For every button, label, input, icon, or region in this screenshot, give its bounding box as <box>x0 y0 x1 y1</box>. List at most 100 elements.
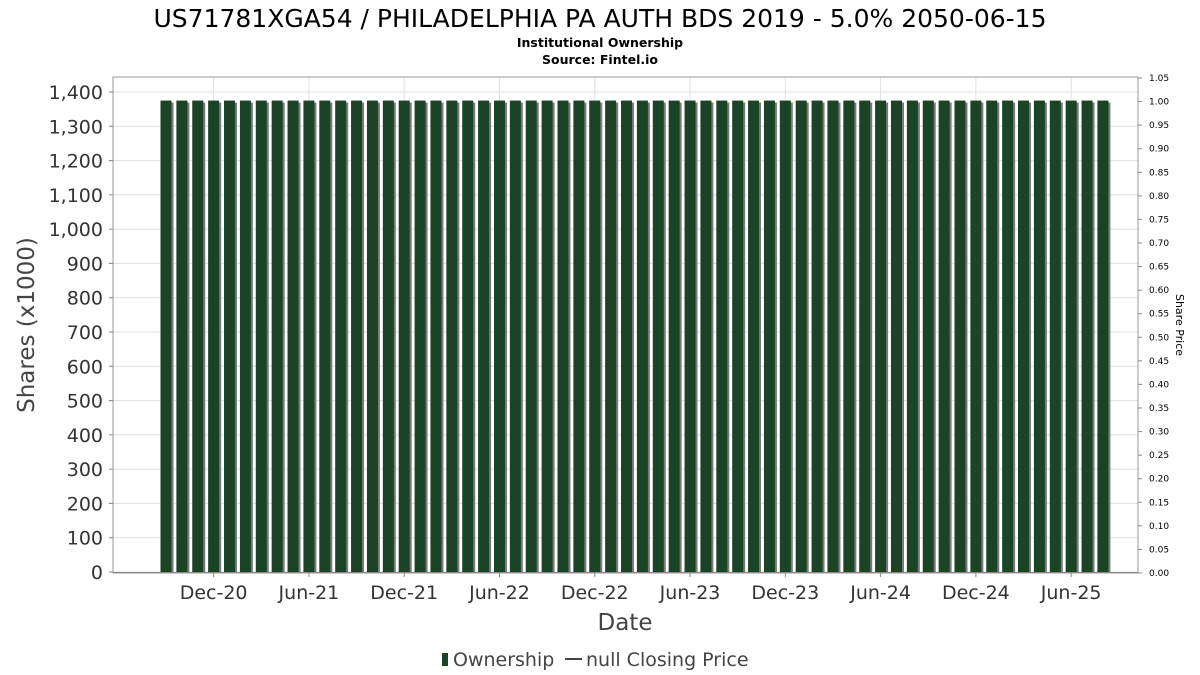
bar <box>366 100 378 573</box>
y-tick-label: 100 <box>67 528 103 550</box>
bar <box>668 100 680 573</box>
y2-tick-label: 0.30 <box>1149 428 1169 438</box>
bar <box>1081 100 1093 573</box>
legend-price-label: null Closing Price <box>586 649 749 671</box>
bar <box>192 100 204 573</box>
y-tick-label: 300 <box>67 459 103 481</box>
y-tick-label: 800 <box>67 288 103 310</box>
bar <box>319 100 331 573</box>
bar <box>239 100 251 573</box>
y2-tick-label: 0.50 <box>1149 333 1169 343</box>
y2-tick-label: 0.65 <box>1149 263 1169 273</box>
bar <box>827 100 839 573</box>
x-tick-label: Jun-24 <box>849 582 911 604</box>
y2-tick-label: 1.05 <box>1149 74 1169 84</box>
bar <box>160 100 172 573</box>
bar <box>541 100 553 573</box>
bar <box>1049 100 1061 573</box>
y2-tick-label: 0.25 <box>1149 451 1169 461</box>
bar <box>255 100 267 573</box>
y2-tick-label: 0.90 <box>1149 145 1169 155</box>
x-tick-label: Dec-24 <box>942 582 1010 604</box>
y2-tick-label: 0.20 <box>1149 475 1169 485</box>
bar <box>446 100 458 573</box>
x-tick-label: Jun-25 <box>1040 582 1102 604</box>
y2-tick-label: 0.05 <box>1149 545 1169 555</box>
x-tick-label: Jun-21 <box>278 582 340 604</box>
chart-source: Source: Fintel.io <box>542 52 658 67</box>
y2-tick-label: 0.45 <box>1149 357 1169 367</box>
x-tick-label: Dec-21 <box>370 582 438 604</box>
bar <box>779 100 791 573</box>
bar <box>335 100 347 573</box>
y-tick-label: 400 <box>67 425 103 447</box>
bar <box>605 100 617 573</box>
y2-tick-label: 0.55 <box>1149 310 1169 320</box>
x-tick-label: Dec-23 <box>751 582 819 604</box>
bar <box>1002 100 1014 573</box>
y2-tick-label: 0.95 <box>1149 121 1169 131</box>
bar <box>748 100 760 573</box>
bar <box>398 100 410 573</box>
y-tick-label: 200 <box>67 493 103 515</box>
bar <box>811 100 823 573</box>
right-axis-ticks: 0.00 0.05 0.10 0.15 0.20 0.25 0.30 0.35 0.40 0.45… <box>1138 74 1169 579</box>
y-axis-label: Shares (x1000) <box>14 237 40 413</box>
y2-tick-label: 0.15 <box>1149 498 1169 508</box>
bar <box>763 100 775 573</box>
bar <box>875 100 887 573</box>
bar <box>176 100 188 573</box>
bar <box>493 100 505 573</box>
bar <box>795 100 807 573</box>
bar <box>382 100 394 573</box>
bar <box>430 100 442 573</box>
x-axis-ticks: Dec-20 Jun-21 Dec-21 Jun-22 Dec-22 Jun-23 Dec-… <box>180 572 1102 604</box>
bar <box>684 100 696 573</box>
y-tick-label: 0 <box>91 562 103 584</box>
bar <box>589 100 601 573</box>
bar-series-ownership <box>113 100 1138 573</box>
y-tick-label: 1,200 <box>49 151 103 173</box>
y2-tick-label: 0.75 <box>1149 215 1169 225</box>
bar <box>303 100 315 573</box>
bar <box>1097 100 1109 573</box>
y2-tick-label: 0.80 <box>1149 192 1169 202</box>
bar <box>525 100 537 573</box>
bar <box>621 100 633 573</box>
bar <box>271 100 283 573</box>
y-tick-label: 1,100 <box>49 185 103 207</box>
bar <box>462 100 474 573</box>
bar <box>557 100 569 573</box>
bar <box>843 100 855 573</box>
y2-tick-label: 0.00 <box>1149 569 1169 579</box>
y2-tick-label: 1.00 <box>1149 98 1169 108</box>
bar <box>208 100 220 573</box>
bar <box>1033 100 1045 573</box>
bar <box>573 100 585 573</box>
legend: Ownership null Closing Price <box>442 649 749 671</box>
y-tick-label: 900 <box>67 253 103 275</box>
x-tick-label: Jun-23 <box>659 582 721 604</box>
chart-subtitle: Institutional Ownership <box>517 35 683 50</box>
y2-tick-label: 0.35 <box>1149 404 1169 414</box>
bar <box>652 100 664 573</box>
x-tick-label: Dec-20 <box>180 582 248 604</box>
bar <box>954 100 966 573</box>
x-tick-label: Jun-22 <box>468 582 530 604</box>
y-tick-label: 600 <box>67 356 103 378</box>
bar <box>351 100 363 573</box>
legend-ownership-swatch <box>442 653 448 666</box>
bar <box>1065 100 1077 573</box>
chart-title: US71781XGA54 / PHILADELPHIA PA AUTH BDS … <box>154 4 1047 33</box>
y2-tick-label: 0.70 <box>1149 239 1169 249</box>
bar <box>986 100 998 573</box>
bar <box>700 100 712 573</box>
bar <box>859 100 871 573</box>
y2-tick-label: 0.85 <box>1149 168 1169 178</box>
legend-ownership-label: Ownership <box>453 649 554 671</box>
bar <box>890 100 902 573</box>
y-tick-label: 700 <box>67 322 103 344</box>
bar <box>906 100 918 573</box>
left-axis-ticks: 0 100 200 300 400 500 600 700 800 900 1,000 1,100 1,… <box>49 82 113 584</box>
